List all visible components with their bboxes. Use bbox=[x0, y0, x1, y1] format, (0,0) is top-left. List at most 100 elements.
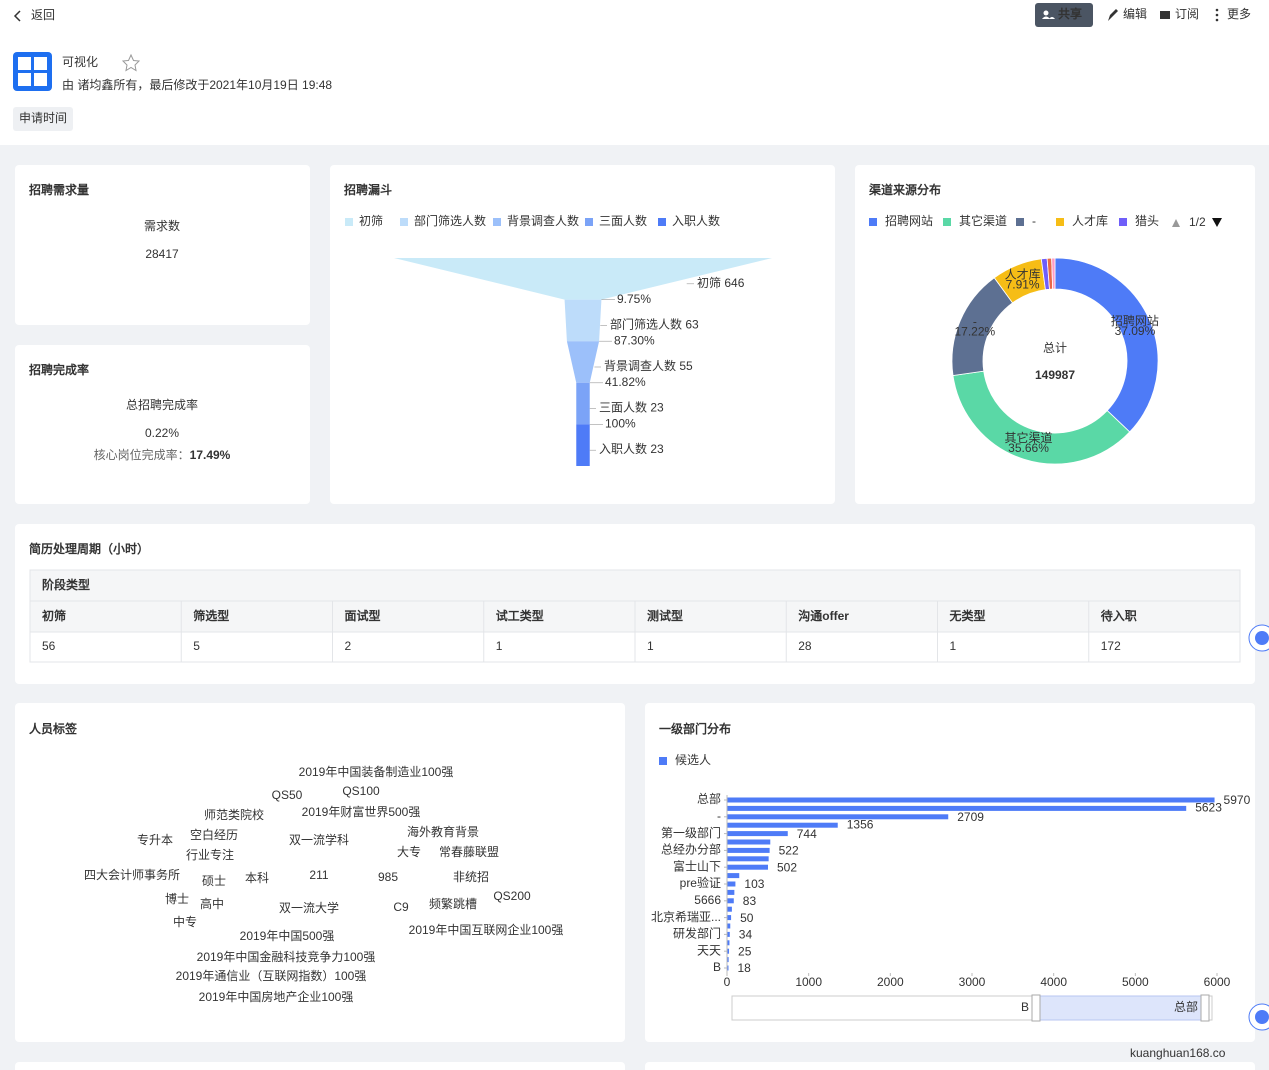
legend-label[interactable]: 三面人数 bbox=[599, 213, 647, 228]
tag-word[interactable]: 硕士 bbox=[202, 874, 226, 888]
tag-word[interactable]: 海外教育背景 bbox=[407, 824, 479, 839]
funnel-stage bbox=[564, 299, 602, 342]
tag-word[interactable]: 非统招 bbox=[453, 870, 489, 884]
app-icon bbox=[18, 73, 31, 86]
card-title: 人员标签 bbox=[29, 721, 78, 736]
bar bbox=[727, 839, 771, 845]
legend-swatch[interactable] bbox=[345, 218, 353, 226]
tag-word[interactable]: 985 bbox=[378, 870, 398, 884]
tag-word[interactable]: 2019年中国装备制造业100强 bbox=[299, 764, 454, 779]
legend-swatch[interactable] bbox=[585, 218, 593, 226]
tag-word[interactable]: 师范类院校 bbox=[204, 807, 264, 822]
legend-swatch[interactable] bbox=[493, 218, 501, 226]
zoom-handle[interactable] bbox=[1031, 994, 1041, 1022]
rate-label: 9.75% bbox=[617, 292, 651, 306]
column-header: 初筛 bbox=[42, 608, 66, 623]
x-tick-label: 3000 bbox=[959, 975, 986, 989]
legend-label[interactable]: - bbox=[1032, 214, 1036, 228]
legend-label[interactable]: 人才库 bbox=[1072, 213, 1108, 228]
legend-label[interactable]: 其它渠道 bbox=[959, 213, 1007, 228]
subscribe-icon[interactable] bbox=[1160, 11, 1170, 19]
tag-word[interactable]: QS50 bbox=[272, 788, 303, 802]
legend-swatch[interactable] bbox=[869, 218, 877, 226]
tag-word[interactable]: 2019年中国互联网企业100强 bbox=[409, 922, 564, 937]
bar-value-label: 103 bbox=[744, 877, 764, 891]
legend-swatch[interactable] bbox=[1056, 218, 1064, 226]
edit-icon[interactable] bbox=[1108, 9, 1118, 21]
y-tick-label: 总经办分部 bbox=[661, 842, 721, 857]
stage-label: 三面人数 23 bbox=[599, 400, 664, 415]
legend-swatch[interactable] bbox=[943, 218, 951, 226]
back-icon[interactable] bbox=[13, 10, 21, 22]
legend-swatch[interactable] bbox=[659, 757, 667, 765]
tag-word[interactable]: QS100 bbox=[342, 784, 380, 798]
legend-prev[interactable] bbox=[1172, 219, 1180, 227]
donut-slice bbox=[952, 370, 1131, 465]
tag-word[interactable]: 博士 bbox=[165, 891, 189, 906]
filter-label[interactable]: 申请时间 bbox=[19, 111, 67, 125]
legend-swatch[interactable] bbox=[400, 218, 408, 226]
bar-value-label: 744 bbox=[797, 827, 817, 841]
back-link[interactable]: 返回 bbox=[31, 8, 55, 22]
action-label[interactable]: 订阅 bbox=[1175, 7, 1199, 21]
x-tick-label: 2000 bbox=[877, 975, 904, 989]
card-title: 简历处理周期（小时） bbox=[29, 541, 149, 556]
tag-word[interactable]: 2019年通信业（互联网指数）100强 bbox=[176, 968, 367, 983]
action-label[interactable]: 更多 bbox=[1227, 7, 1251, 21]
tag-word[interactable]: 2019年中国房地产企业100强 bbox=[199, 989, 354, 1004]
x-tick-label: 0 bbox=[724, 975, 731, 989]
tag-word[interactable]: 双一流大学 bbox=[279, 900, 339, 915]
stage-name: 初筛 bbox=[697, 275, 721, 290]
legend-swatch[interactable] bbox=[658, 218, 666, 226]
tag-word[interactable]: 2019年中国金融科技竞争力100强 bbox=[197, 949, 376, 964]
tag-word[interactable]: 2019年中国500强 bbox=[240, 928, 335, 943]
share-button[interactable] bbox=[1035, 3, 1093, 27]
tag-word[interactable]: 双一流学科 bbox=[289, 832, 349, 847]
tag-word[interactable]: 四大会计师事务所 bbox=[84, 867, 180, 882]
tag-word[interactable]: 行业专注 bbox=[186, 847, 234, 862]
tag-word[interactable]: 常春藤联盟 bbox=[439, 845, 499, 859]
tag-word[interactable]: QS200 bbox=[493, 889, 531, 903]
table-cell: 172 bbox=[1101, 639, 1121, 653]
legend-swatch[interactable] bbox=[1016, 218, 1024, 226]
tag-word[interactable]: C9 bbox=[393, 900, 409, 914]
tag-word[interactable]: 大专 bbox=[397, 844, 421, 859]
tag-word[interactable]: 本科 bbox=[245, 871, 269, 885]
legend-label[interactable]: 初筛 bbox=[359, 213, 383, 228]
legend-label[interactable]: 候选人 bbox=[675, 753, 711, 767]
legend-label[interactable]: 部门筛选人数 bbox=[414, 213, 486, 228]
more-icon bbox=[1215, 18, 1219, 22]
tag-word[interactable]: 2019年财富世界500强 bbox=[302, 804, 421, 819]
legend-label[interactable]: 猎头 bbox=[1135, 214, 1159, 228]
action-label[interactable]: 编辑 bbox=[1123, 6, 1147, 21]
table-cell: 5 bbox=[193, 639, 200, 653]
slice-value: 17.22% bbox=[955, 324, 996, 338]
funnel-stage bbox=[576, 424, 590, 466]
action-label[interactable]: 共享 bbox=[1058, 6, 1082, 21]
funnel-stage bbox=[566, 341, 600, 383]
table-cell: 56 bbox=[42, 639, 56, 653]
filter-button[interactable] bbox=[13, 107, 73, 131]
tag-word[interactable]: 空白经历 bbox=[190, 827, 238, 842]
funnel-stage bbox=[576, 382, 590, 425]
star-icon[interactable] bbox=[121, 53, 141, 72]
tag-word[interactable]: 高中 bbox=[200, 896, 224, 911]
tag-word[interactable]: 专升本 bbox=[137, 832, 173, 847]
table-cell: 1 bbox=[496, 639, 503, 653]
legend-next[interactable] bbox=[1212, 218, 1222, 227]
tag-word[interactable]: 211 bbox=[309, 868, 328, 882]
more-icon[interactable] bbox=[1215, 8, 1219, 12]
app-icon bbox=[34, 73, 47, 86]
legend-swatch[interactable] bbox=[1119, 218, 1127, 226]
stage-label: 入职人数 23 bbox=[599, 441, 664, 456]
zoom-handle[interactable] bbox=[1200, 994, 1210, 1022]
y-tick-label: 总部 bbox=[697, 791, 721, 806]
tag-word[interactable]: 频繁跳槽 bbox=[429, 896, 477, 911]
bar bbox=[727, 847, 770, 853]
legend-label[interactable]: 背景调查人数 bbox=[507, 213, 579, 228]
tag-word[interactable]: 中专 bbox=[173, 914, 197, 929]
bar bbox=[727, 873, 740, 879]
legend-label[interactable]: 招聘网站 bbox=[885, 214, 933, 228]
legend-label[interactable]: 入职人数 bbox=[672, 213, 720, 228]
